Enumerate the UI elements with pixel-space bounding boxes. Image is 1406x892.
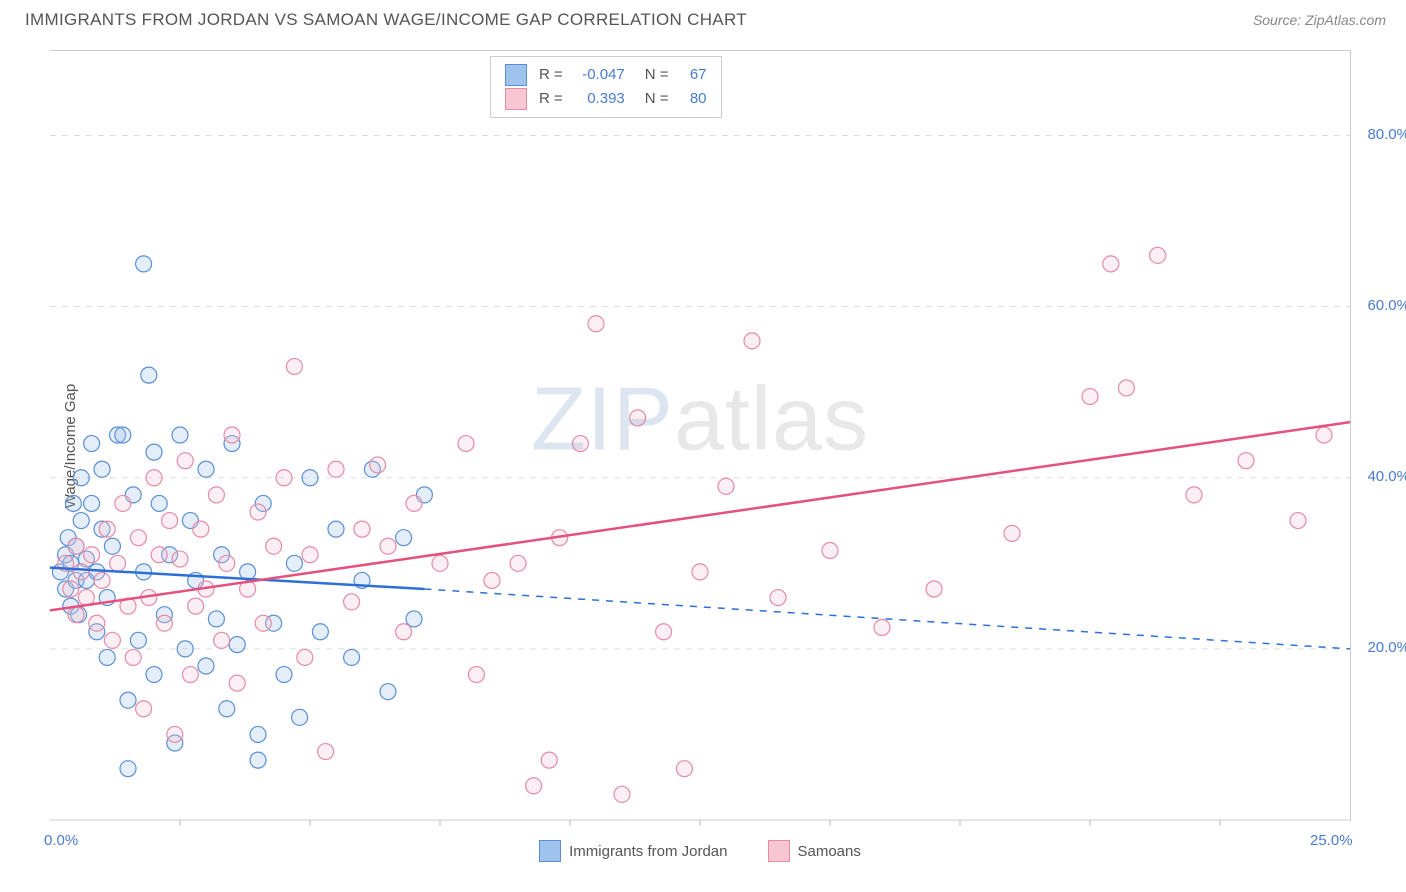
swatch-samoan — [505, 88, 527, 110]
legend-row-samoan: R = 0.393 N = 80 — [505, 87, 707, 111]
x-tick-label: 25.0% — [1310, 832, 1353, 849]
n-value-samoan: 80 — [677, 87, 707, 111]
correlation-legend: R = -0.047 N = 67 R = 0.393 N = 80 — [490, 56, 722, 118]
swatch-jordan — [539, 840, 561, 862]
legend-label-jordan: Immigrants from Jordan — [569, 843, 727, 860]
swatch-jordan — [505, 64, 527, 86]
r-label: R = — [539, 87, 563, 111]
n-value-jordan: 67 — [677, 63, 707, 87]
legend-row-jordan: R = -0.047 N = 67 — [505, 63, 707, 87]
n-label: N = — [645, 63, 669, 87]
scatter-plot: ZIPatlas R = -0.047 N = 67 R = 0.393 N =… — [50, 50, 1350, 820]
y-tick-label: 80.0% — [1367, 126, 1406, 143]
legend-item-jordan: Immigrants from Jordan — [539, 840, 727, 862]
chart-title: IMMIGRANTS FROM JORDAN VS SAMOAN WAGE/IN… — [25, 10, 747, 30]
source-attribution: Source: ZipAtlas.com — [1253, 12, 1386, 28]
series-legend: Immigrants from Jordan Samoans — [50, 840, 1350, 862]
r-value-jordan: -0.047 — [571, 63, 625, 87]
y-tick-label: 60.0% — [1367, 297, 1406, 314]
y-tick-label: 20.0% — [1367, 639, 1406, 656]
n-label: N = — [645, 87, 669, 111]
r-label: R = — [539, 63, 563, 87]
y-tick-label: 40.0% — [1367, 468, 1406, 485]
x-tick-label: 0.0% — [44, 832, 78, 849]
swatch-samoan — [768, 840, 790, 862]
legend-label-samoan: Samoans — [798, 843, 861, 860]
legend-item-samoan: Samoans — [768, 840, 861, 862]
r-value-samoan: 0.393 — [571, 87, 625, 111]
